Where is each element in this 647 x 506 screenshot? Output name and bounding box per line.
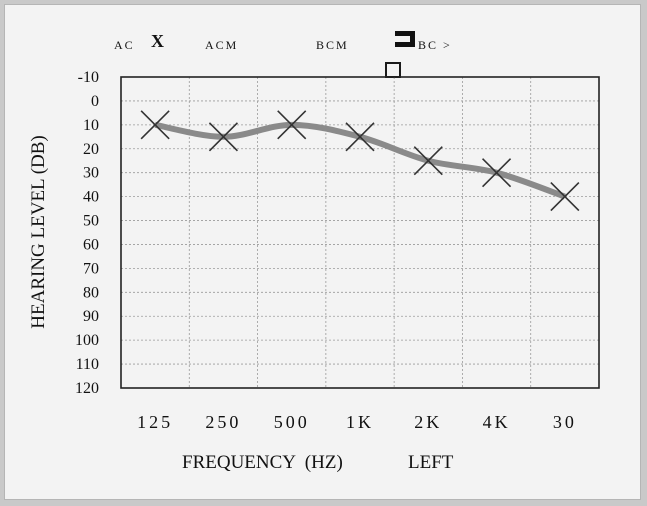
marker-stroke: [482, 158, 512, 188]
y-tick-label: 110: [76, 356, 99, 373]
y-tick-label: 120: [75, 380, 99, 397]
data-point-x-marker: [550, 182, 580, 212]
y-tick-label: 80: [83, 284, 99, 301]
data-point-x-marker: [413, 146, 443, 176]
marker-stroke: [550, 182, 580, 212]
x-tick-label: 500: [274, 412, 310, 432]
x-tick-label: 4K: [483, 412, 511, 432]
y-tick-label: -10: [78, 69, 99, 86]
series-markers: [140, 110, 580, 212]
x-tick-label: 125: [137, 412, 173, 432]
x-tick-label: 1K: [346, 412, 374, 432]
y-tick-label: 30: [83, 165, 99, 182]
y-tick-label: 70: [83, 260, 99, 277]
legend-bc-bracket-icon: [395, 31, 415, 47]
marker-stroke: [208, 122, 238, 152]
y-axis-title: HEARING LEVEL (DB): [28, 135, 49, 328]
y-tick-label: 50: [83, 213, 99, 230]
legend-ac-label: AC: [114, 38, 135, 52]
marker-stroke: [140, 110, 170, 140]
y-tick-label: 100: [75, 332, 99, 349]
x-tick-label: 250: [205, 412, 241, 432]
plot-border: [120, 76, 600, 389]
legend-bcm-label: BCM: [316, 38, 349, 52]
y-tick-label: 60: [83, 236, 99, 253]
marker-stroke: [277, 110, 307, 140]
marker-stroke: [413, 146, 443, 176]
y-tick-label: 20: [83, 141, 99, 158]
chart-frame: [4, 4, 641, 500]
grid: [121, 76, 599, 389]
x-axis-ticks: 125 250 500 1K 2K 4K 30: [137, 412, 577, 432]
ear-label: LEFT: [408, 452, 454, 473]
y-axis-ticks: -10 0 10 20 30 40 50 60 70 80 90 100 110 120: [75, 69, 99, 397]
legend-ac-symbol: X: [151, 31, 164, 51]
y-tick-label: 90: [83, 308, 99, 325]
data-point-x-marker: [277, 110, 307, 140]
x-tick-label: 30: [553, 412, 577, 432]
data-point-x-marker: [482, 158, 512, 188]
series-line: [154, 121, 566, 200]
x-tick-label: 2K: [414, 412, 442, 432]
x-axis-title: FREQUENCY (HZ): [182, 452, 343, 473]
marker-stroke: [345, 122, 375, 152]
y-tick-label: 40: [83, 189, 99, 206]
data-point-x-marker: [345, 122, 375, 152]
y-tick-label: 0: [91, 93, 99, 110]
data-point-x-marker: [208, 122, 238, 152]
y-tick-label: 10: [83, 117, 99, 134]
legend-acm-label: ACM: [205, 38, 239, 52]
legend-bc-label: BC >: [418, 38, 452, 52]
data-point-x-marker: [140, 110, 170, 140]
legend: AC X ACM BCM BC >: [0, 0, 647, 78]
